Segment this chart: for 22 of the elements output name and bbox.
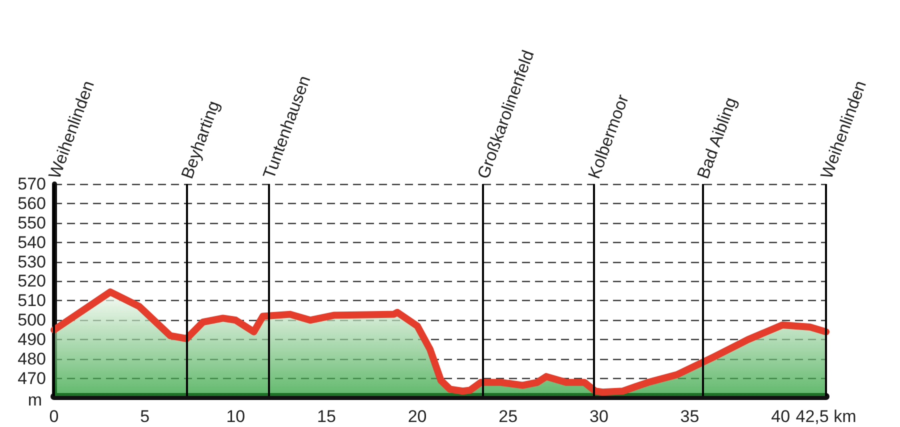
y-tick-label: 490: [18, 330, 46, 350]
y-tick-label: 570: [18, 174, 46, 194]
y-tick-label: 560: [18, 194, 46, 213]
x-tick-label: 20: [408, 407, 427, 426]
y-tick-label: 540: [18, 232, 46, 252]
x-tick-label: 35: [680, 407, 700, 426]
x-tick-label: 25: [498, 407, 518, 426]
x-tick-label: 15: [317, 407, 336, 426]
x-tick-label: 42,5 km: [796, 407, 856, 426]
y-tick-label: 510: [18, 291, 46, 310]
y-tick-label: 500: [18, 310, 46, 330]
y-tick-label: 470: [18, 368, 46, 388]
y-tick-label: 520: [18, 272, 46, 291]
x-tick-label: 0: [49, 407, 59, 426]
x-tick-label: 40: [771, 407, 790, 426]
y-tick-label: 530: [18, 252, 46, 272]
x-tick-label: 10: [226, 407, 246, 426]
x-tick-label: 30: [589, 407, 608, 426]
y-tick-label: 550: [18, 213, 46, 232]
x-tick-label: 5: [140, 407, 150, 426]
y-tick-label: 480: [18, 350, 46, 369]
y-axis-title: m: [28, 390, 42, 410]
